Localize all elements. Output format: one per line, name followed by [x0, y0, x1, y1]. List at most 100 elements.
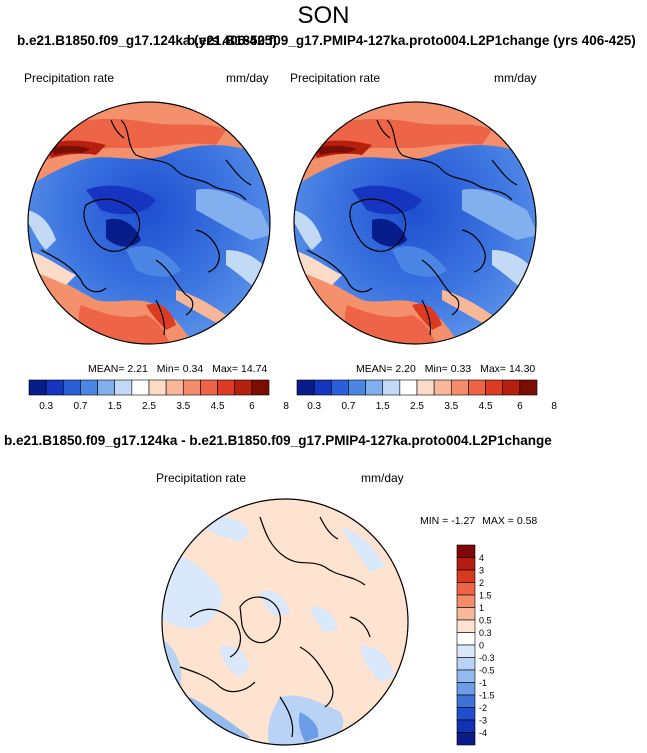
- colorbar-box: [296, 379, 315, 396]
- colorbar-box: [456, 644, 476, 658]
- colorbar-box: [456, 719, 476, 733]
- diff-min-label: MIN =: [420, 515, 449, 527]
- colorbar-box: [416, 379, 435, 396]
- right-min-label: Min=: [424, 363, 448, 375]
- colorbar-box: [148, 379, 167, 396]
- right-stats: MEAN= 2.20 Min= 0.33 Max= 14.30: [356, 363, 535, 375]
- colorbar-box: [456, 582, 476, 596]
- colorbar-box: [114, 379, 133, 396]
- colorbar-tick-label: 0.7: [341, 401, 355, 412]
- colorbar-tick-label: 2: [479, 578, 484, 588]
- right-mean-value: 2.20: [395, 363, 416, 375]
- left-mean-label: MEAN=: [88, 363, 125, 375]
- left-min-value: 0.34: [182, 363, 204, 375]
- left-units-label: mm/day: [226, 71, 269, 85]
- colorbar-box: [485, 379, 504, 396]
- colorbar-tick-label: -2: [479, 703, 487, 713]
- diff-max-value: 0.58: [516, 515, 538, 527]
- diff-max-label: MAX =: [482, 515, 514, 527]
- colorbar-box: [519, 379, 538, 396]
- colorbar-tick-label: -0.5: [479, 666, 495, 676]
- colorbar-tick-label: 4.5: [211, 401, 225, 412]
- colorbar-box: [165, 379, 184, 396]
- colorbar-tick-label: 0.7: [73, 401, 87, 412]
- colorbar-tick-label: -1: [479, 678, 487, 688]
- colorbar-box: [131, 379, 150, 396]
- colorbar-box: [382, 379, 401, 396]
- right-min-value: 0.33: [450, 363, 472, 375]
- colorbar-tick-label: 6: [517, 401, 523, 412]
- left-polar-map: [27, 101, 271, 345]
- left-max-label: Max=: [212, 363, 239, 375]
- colorbar-box: [456, 732, 476, 746]
- colorbar-box: [45, 379, 64, 396]
- colorbar-box: [450, 379, 469, 396]
- colorbar-box: [456, 594, 476, 608]
- colorbar-box: [456, 669, 476, 683]
- colorbar-box: [502, 379, 521, 396]
- right-units-label: mm/day: [494, 71, 537, 85]
- colorbar-box: [348, 379, 366, 396]
- right-mean-label: MEAN=: [356, 363, 393, 375]
- colorbar-tick-label: -0.3: [479, 653, 495, 663]
- colorbar-tick-label: 1.5: [376, 401, 390, 412]
- colorbar-box: [456, 557, 476, 571]
- colorbar-box: [456, 694, 476, 708]
- colorbar-tick-label: 0.3: [307, 401, 321, 412]
- difference-colorbar: 4 3 2 1.5 1 0.5 0.3 0 -0.3 -0.5 -1 -1.5 -2 -3 -4: [456, 544, 495, 746]
- colorbar-box: [468, 379, 486, 396]
- right-colorbar: 0.3 0.7 1.5 2.5 3.5 4.5 6 8: [296, 379, 557, 412]
- colorbar-box: [365, 379, 384, 396]
- left-max-value: 14.74: [240, 363, 268, 375]
- colorbar-tick-label: -4: [479, 728, 487, 738]
- colorbar-box: [234, 379, 253, 396]
- colorbar-tick-label: 3.5: [176, 401, 190, 412]
- season-title: SON: [297, 2, 350, 29]
- left-variable-label: Precipitation rate: [24, 71, 115, 85]
- left-stats: MEAN= 2.21 Min= 0.34 Max= 14.74: [88, 363, 267, 375]
- colorbar-tick-label: 6: [249, 401, 255, 412]
- colorbar-tick-label: 1: [479, 603, 484, 613]
- colorbar-box: [62, 379, 81, 396]
- colorbar-tick-label: 0.3: [479, 628, 492, 638]
- diff-units-label: mm/day: [361, 471, 404, 485]
- colorbar-box: [251, 379, 270, 396]
- diff-stats: MIN = -1.27 MAX = 0.58: [420, 515, 537, 527]
- right-polar-map: [293, 101, 537, 345]
- colorbar-tick-label: -3: [479, 716, 487, 726]
- colorbar-box: [330, 379, 349, 396]
- right-max-label: Max=: [480, 363, 507, 375]
- diff-min-value: -1.27: [451, 515, 476, 527]
- colorbar-tick-label: 2.5: [142, 401, 156, 412]
- colorbar-box: [456, 707, 476, 721]
- colorbar-tick-label: 8: [283, 401, 289, 412]
- colorbar-box: [182, 379, 201, 396]
- colorbar-box: [313, 379, 332, 396]
- colorbar-box: [456, 569, 476, 583]
- colorbar-tick-label: 0: [479, 641, 484, 651]
- colorbar-tick-label: 8: [551, 401, 557, 412]
- right-panel-title: b.e21.B1850.f09_g17.PMIP4-127ka.proto004…: [187, 33, 636, 48]
- difference-polar-map: [161, 498, 409, 746]
- colorbar-box: [200, 379, 218, 396]
- colorbar-tick-label: 1.5: [108, 401, 122, 412]
- colorbar-box: [28, 379, 47, 396]
- colorbar-tick-label: 4: [479, 553, 484, 563]
- colorbar-tick-label: 2.5: [410, 401, 424, 412]
- right-variable-label: Precipitation rate: [290, 71, 381, 85]
- colorbar-tick-label: -1.5: [479, 691, 495, 701]
- colorbar-tick-label: 3.5: [444, 401, 458, 412]
- colorbar-tick-label: 1.5: [479, 591, 492, 601]
- colorbar-box: [456, 544, 476, 558]
- left-min-label: Min=: [156, 363, 180, 375]
- difference-title: b.e21.B1850.f09_g17.124ka - b.e21.B1850.…: [4, 433, 552, 448]
- colorbar-box: [456, 632, 476, 646]
- colorbar-tick-label: 4.5: [479, 401, 493, 412]
- left-colorbar: 0.3 0.7 1.5 2.5 3.5 4.5 6 8: [28, 379, 289, 412]
- colorbar-box: [456, 657, 476, 671]
- colorbar-box: [217, 379, 236, 396]
- colorbar-box: [456, 607, 476, 621]
- colorbar-tick-label: 0.3: [39, 401, 53, 412]
- right-max-value: 14.30: [508, 363, 536, 375]
- diff-variable-label: Precipitation rate: [156, 471, 247, 485]
